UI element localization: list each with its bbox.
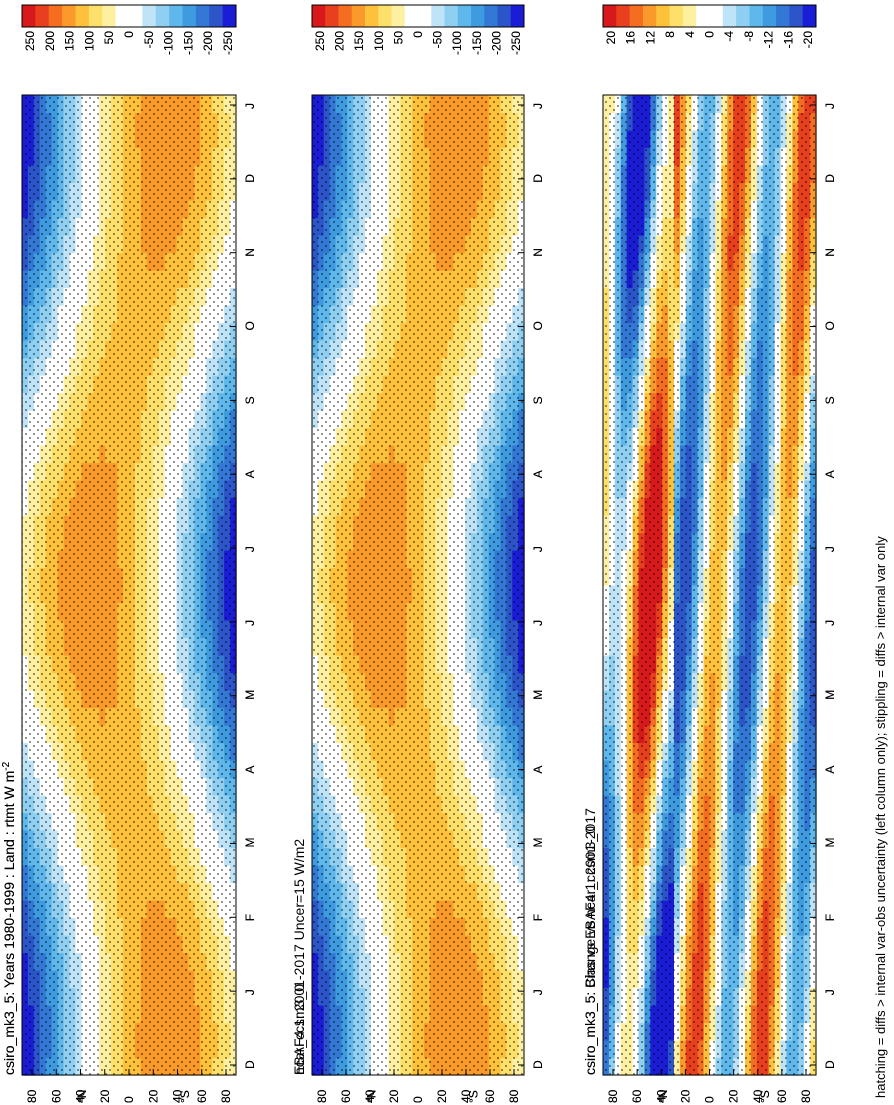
x-tick-label: N: [243, 248, 257, 257]
y-tick-label: 60: [195, 1089, 209, 1103]
panel-title: csiro_mk3_5: Years 1980-1999 : Land : rt…: [1, 761, 17, 1075]
colorbar-swatch: [75, 5, 90, 27]
x-tick-label: J: [243, 546, 257, 552]
x-tick-label: O: [243, 321, 257, 330]
y-tick-label: 20: [98, 1089, 112, 1103]
colorbar-swatch: [169, 5, 184, 27]
colorbar-label: -100: [162, 31, 176, 55]
colorbar-swatch: [155, 5, 170, 27]
colorbar-label: 100: [82, 31, 96, 51]
colorbar-label: 50: [102, 31, 116, 45]
y-tick-label: 40: [74, 1089, 88, 1103]
colorbar-label: -150: [181, 31, 195, 55]
colorbar-swatch: [62, 5, 77, 27]
colorbar-label: -250: [221, 31, 235, 55]
title-superscript: -2: [1, 761, 12, 770]
x-tick-label: D: [243, 1060, 257, 1069]
colorbar-label: 200: [43, 31, 57, 51]
x-tick-label: S: [243, 396, 257, 404]
x-tick-label: A: [243, 766, 257, 774]
y-unit-s: °S: [178, 1090, 192, 1103]
colorbar-label: -50: [142, 31, 156, 49]
x-tick-label: F: [243, 914, 257, 921]
x-tick-label: S: [243, 396, 257, 404]
colorbar-swatch: [222, 5, 237, 27]
y-tick-label: 80: [25, 1089, 39, 1103]
x-tick-label: J: [243, 546, 257, 552]
y-tick-label: 0: [122, 1096, 136, 1103]
colorbar-label: -250: [221, 31, 235, 55]
y-tick-label: 60: [195, 1089, 209, 1103]
y-tick-label: 80: [25, 1089, 39, 1103]
x-tick-label: J: [243, 103, 257, 109]
colorbar-label: -150: [181, 31, 195, 55]
colorbar-swatch: [115, 5, 130, 27]
colorbar-swatch: [88, 5, 103, 27]
colorbar-label: -50: [142, 31, 156, 49]
stippling-overlay: [22, 95, 236, 1075]
x-tick-label: J: [243, 620, 257, 626]
y-tick-label: 60: [49, 1089, 63, 1103]
x-tick-label: J: [243, 989, 257, 995]
colorbar-label: 250: [23, 31, 37, 51]
colorbar-swatch: [102, 5, 117, 27]
colorbar-label: -200: [201, 31, 215, 55]
x-tick-label: A: [243, 470, 257, 478]
y-unit-s: °S: [178, 1090, 192, 1103]
colorbar-label: 200: [43, 31, 57, 51]
y-tick-label: 80: [219, 1089, 233, 1103]
y-tick-label: 0: [122, 1096, 136, 1103]
x-tick-label: D: [243, 1060, 257, 1069]
colorbar-swatch: [195, 5, 210, 27]
x-tick-label: D: [243, 174, 257, 183]
title-superscript: -2: [1, 761, 12, 770]
colorbar-swatch: [182, 5, 197, 27]
colorbar-label: 100: [82, 31, 96, 51]
x-tick-label: J: [243, 620, 257, 626]
colorbar-label: -100: [162, 31, 176, 55]
y-tick-label: 60: [49, 1089, 63, 1103]
colorbar-swatch: [22, 5, 36, 27]
x-tick-label: J: [243, 103, 257, 109]
y-tick-label: 20: [146, 1089, 160, 1103]
x-tick-label: O: [243, 321, 257, 330]
y-tick-label: 20: [98, 1089, 112, 1103]
x-tick-label: M: [243, 838, 257, 848]
x-tick-label: D: [243, 174, 257, 183]
colorbar-label: 0: [122, 31, 136, 38]
colorbar-label: -200: [201, 31, 215, 55]
x-tick-label: A: [243, 766, 257, 774]
colorbar-label: 0: [122, 31, 136, 38]
x-tick-label: N: [243, 248, 257, 257]
colorbar-label: 150: [63, 31, 77, 51]
y-tick-label: 40: [171, 1089, 185, 1103]
colorbar-swatch: [142, 5, 157, 27]
y-tick-label: 40: [171, 1089, 185, 1103]
colorbar-label: 150: [63, 31, 77, 51]
y-tick-label: 20: [146, 1089, 160, 1103]
y-tick-label: 80: [219, 1089, 233, 1103]
y-unit-n: °N: [75, 1090, 89, 1103]
x-tick-label: F: [243, 914, 257, 921]
panel-p2: 80 60 40 20 0 20 40 60 80°N °SDJFMAMJJASONDJcsiro…: [1, 4, 257, 1103]
x-tick-label: M: [243, 838, 257, 848]
y-unit-n: °N: [75, 1090, 89, 1103]
x-tick-label: J: [243, 989, 257, 995]
colorbar-swatch: [35, 5, 50, 27]
panel-title: csiro_mk3_5: Years 1980-1999 : Land : rt…: [1, 761, 17, 1075]
x-tick-label: A: [243, 470, 257, 478]
colorbar-swatch: [209, 5, 224, 27]
colorbar-swatch: [129, 5, 143, 27]
x-tick-label: M: [243, 690, 257, 700]
x-tick-label: M: [243, 690, 257, 700]
colorbar-label: 250: [23, 31, 37, 51]
colorbar-label: 50: [102, 31, 116, 45]
y-tick-label: 40: [74, 1089, 88, 1103]
colorbar-frame: [21, 4, 237, 28]
colorbar-swatch: [48, 5, 63, 27]
